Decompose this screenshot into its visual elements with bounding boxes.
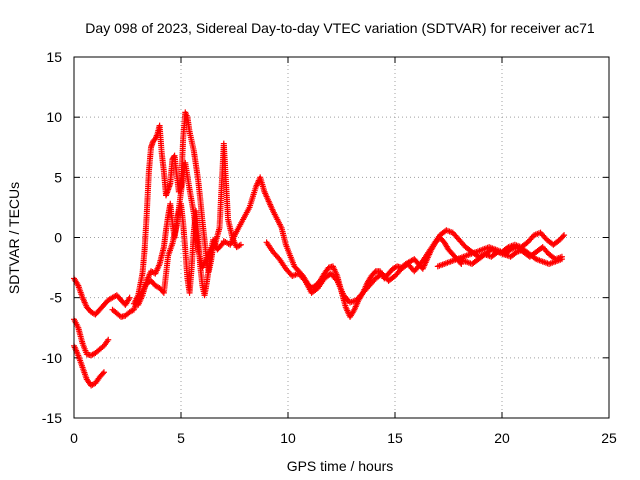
data-point [170, 153, 177, 160]
x-tick-label: 10 [280, 430, 296, 446]
y-tick-label: -5 [50, 290, 63, 306]
data-point [99, 370, 106, 377]
data-point [558, 256, 565, 263]
x-tick-label: 15 [387, 430, 403, 446]
series-3 [71, 342, 107, 389]
data-point [100, 369, 107, 376]
plot-frame [73, 56, 610, 419]
y-tick-label: -10 [42, 350, 62, 366]
data-point [559, 233, 566, 240]
x-tick-label: 20 [494, 430, 510, 446]
series-1 [71, 275, 133, 318]
data-point [561, 232, 568, 239]
series-10 [456, 246, 565, 267]
y-tick-label: 0 [54, 230, 62, 246]
grid-lines [74, 57, 609, 418]
y-tick-label: 10 [46, 109, 62, 125]
y-tick-label: -15 [42, 410, 62, 426]
x-tick-label: 25 [601, 430, 617, 446]
series-7 [220, 174, 465, 320]
x-tick-label: 5 [177, 430, 185, 446]
y-tick-label: 15 [46, 49, 62, 65]
data-point [126, 294, 133, 301]
data-points [71, 109, 568, 389]
x-axis-label: GPS time / hours [287, 458, 394, 474]
chart-title: Day 098 of 2023, Sidereal Day-to-day VTE… [85, 20, 595, 36]
series-6 [135, 200, 227, 308]
series-2 [71, 316, 112, 359]
y-axis-label: SDTVAR / TECUs [6, 182, 22, 294]
data-point [237, 241, 244, 248]
y-tick-label: 5 [54, 169, 62, 185]
x-tick-label: 0 [70, 430, 78, 446]
data-point [105, 336, 112, 343]
